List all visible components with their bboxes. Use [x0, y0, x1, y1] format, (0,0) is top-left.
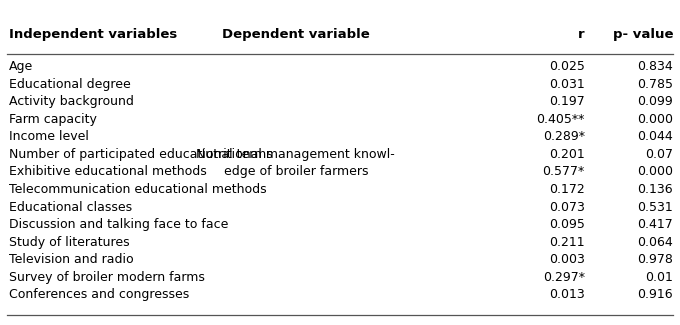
Text: 0.531: 0.531 [637, 201, 673, 214]
Text: 0.201: 0.201 [549, 148, 585, 161]
Text: 0.136: 0.136 [638, 183, 673, 196]
Text: Independent variables: Independent variables [9, 28, 177, 41]
Text: 0.405**: 0.405** [537, 113, 585, 126]
Text: 0.031: 0.031 [549, 78, 585, 91]
Text: 0.916: 0.916 [638, 288, 673, 301]
Text: p- value: p- value [613, 28, 673, 41]
Text: 0.197: 0.197 [549, 95, 585, 108]
Text: 0.978: 0.978 [637, 253, 673, 266]
Text: 0.417: 0.417 [637, 218, 673, 231]
Text: Conferences and congresses: Conferences and congresses [9, 288, 189, 301]
Text: Telecommunication educational methods: Telecommunication educational methods [9, 183, 267, 196]
Text: 0.044: 0.044 [637, 130, 673, 143]
Text: r: r [578, 28, 585, 41]
Text: 0.577*: 0.577* [543, 165, 585, 178]
Text: 0.003: 0.003 [549, 253, 585, 266]
Text: 0.025: 0.025 [549, 60, 585, 73]
Text: Number of participated educational terms: Number of participated educational terms [9, 148, 273, 161]
Text: 0.000: 0.000 [637, 113, 673, 126]
Text: 0.064: 0.064 [637, 236, 673, 249]
Text: Educational degree: Educational degree [9, 78, 131, 91]
Text: 0.000: 0.000 [637, 165, 673, 178]
Text: Survey of broiler modern farms: Survey of broiler modern farms [9, 271, 205, 284]
Text: Nutritional management knowl-: Nutritional management knowl- [197, 148, 395, 161]
Text: 0.297*: 0.297* [543, 271, 585, 284]
Text: 0.013: 0.013 [549, 288, 585, 301]
Text: 0.785: 0.785 [637, 78, 673, 91]
Text: 0.01: 0.01 [645, 271, 673, 284]
Text: 0.07: 0.07 [645, 148, 673, 161]
Text: Farm capacity: Farm capacity [9, 113, 97, 126]
Text: edge of broiler farmers: edge of broiler farmers [224, 165, 368, 178]
Text: Educational classes: Educational classes [9, 201, 132, 214]
Text: Age: Age [9, 60, 33, 73]
Text: Discussion and talking face to face: Discussion and talking face to face [9, 218, 228, 231]
Text: 0.095: 0.095 [549, 218, 585, 231]
Text: 0.172: 0.172 [549, 183, 585, 196]
Text: Dependent variable: Dependent variable [222, 28, 370, 41]
Text: 0.834: 0.834 [637, 60, 673, 73]
Text: 0.289*: 0.289* [543, 130, 585, 143]
Text: Income level: Income level [9, 130, 88, 143]
Text: 0.099: 0.099 [637, 95, 673, 108]
Text: Activity background: Activity background [9, 95, 134, 108]
Text: 0.211: 0.211 [549, 236, 585, 249]
Text: Exhibitive educational methods: Exhibitive educational methods [9, 165, 207, 178]
Text: Television and radio: Television and radio [9, 253, 133, 266]
Text: Study of literatures: Study of literatures [9, 236, 129, 249]
Text: 0.073: 0.073 [549, 201, 585, 214]
